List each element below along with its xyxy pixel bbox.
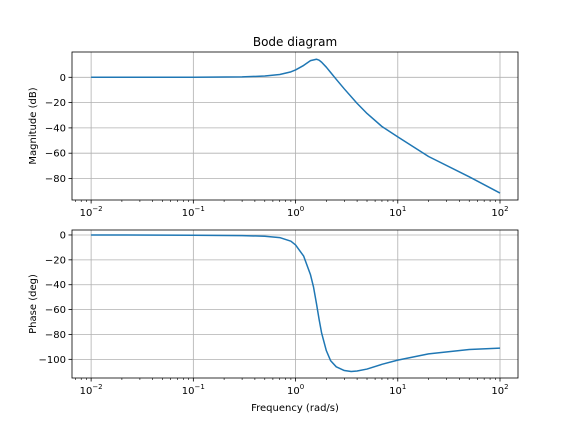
x-tick-exponent: 2	[504, 205, 508, 213]
axes-frame	[71, 51, 519, 201]
x-tick-base: 10	[389, 208, 402, 219]
x-tick-exponent: −1	[195, 383, 205, 391]
x-tick-base: 10	[182, 208, 195, 219]
y-tick-label: −80	[45, 330, 66, 341]
x-tick-base: 10	[491, 208, 504, 219]
x-tick-label: 102	[491, 383, 508, 397]
x-tick-exponent: −1	[195, 205, 205, 213]
y-tick-label: −60	[45, 305, 66, 316]
x-tick-label: 100	[287, 205, 304, 219]
y-tick-label: −20	[45, 98, 66, 109]
x-tick-label: 10−2	[80, 383, 103, 397]
y-tick-label: −20	[45, 255, 66, 266]
series-line	[91, 58, 501, 194]
x-tick-base: 10	[389, 386, 402, 397]
x-tick-label: 10−2	[80, 205, 103, 219]
x-tick-exponent: −2	[92, 205, 102, 213]
x-axis-label: Frequency (rad/s)	[251, 403, 339, 414]
y-tick-label: 0	[60, 73, 66, 84]
x-tick-exponent: 0	[300, 205, 304, 213]
magnitude-panel: 10−2 10−1 100 101 1020−20−40−60−80Magnitude …	[28, 51, 519, 219]
axes-frame	[71, 229, 519, 379]
x-tick-base: 10	[182, 386, 195, 397]
x-tick-label: 101	[389, 205, 406, 219]
x-tick-label: 100	[287, 383, 304, 397]
x-tick-base: 10	[491, 386, 504, 397]
y-tick-label: −40	[45, 280, 66, 291]
x-tick-exponent: 2	[504, 383, 508, 391]
y-tick-label: −40	[45, 123, 66, 134]
y-tick-label: −60	[45, 149, 66, 160]
x-tick-label: 10−1	[182, 205, 205, 219]
x-tick-label: 102	[491, 205, 508, 219]
x-tick-exponent: 1	[402, 205, 406, 213]
y-axis-label: Phase (deg)	[28, 274, 39, 334]
x-tick-base: 10	[287, 386, 300, 397]
x-tick-exponent: 1	[402, 383, 406, 391]
x-tick-label: 101	[389, 383, 406, 397]
x-tick-base: 10	[80, 386, 93, 397]
x-tick-exponent: −2	[92, 383, 102, 391]
y-tick-label: −100	[39, 355, 66, 366]
y-tick-label: 0	[60, 230, 66, 241]
phase-panel: 10−2 10−1 100 101 1020−20−40−60−80−100Phase …	[28, 229, 519, 397]
x-tick-label: 10−1	[182, 383, 205, 397]
series-line	[91, 234, 501, 373]
x-tick-base: 10	[287, 208, 300, 219]
chart-title: Bode diagram	[253, 35, 337, 49]
x-tick-base: 10	[80, 208, 93, 219]
y-tick-label: −80	[45, 174, 66, 185]
x-tick-exponent: 0	[300, 383, 304, 391]
y-axis-label: Magnitude (dB)	[28, 87, 39, 164]
